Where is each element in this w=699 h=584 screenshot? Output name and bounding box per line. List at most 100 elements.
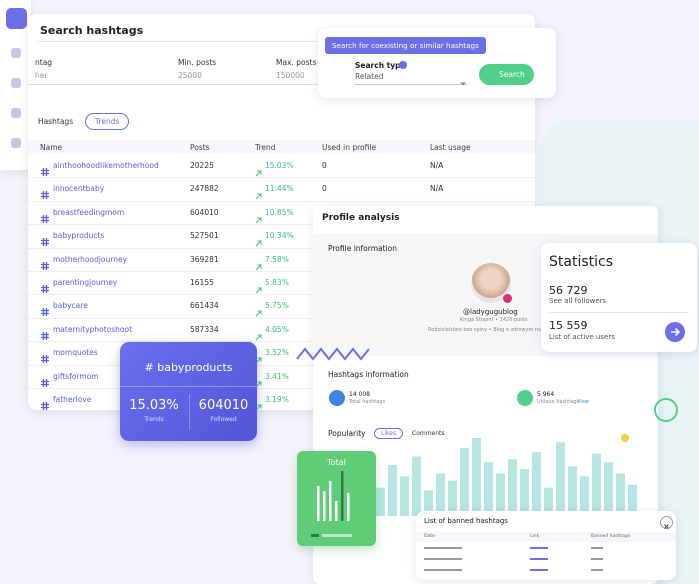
field-underline [28, 84, 318, 85]
hash-mark [41, 301, 49, 317]
followers-label[interactable]: See all followers [549, 297, 607, 305]
hashtag-name[interactable]: maternityphotoshoot [53, 324, 133, 334]
banned-title: List of banned hashtags [424, 517, 508, 525]
blur-link [530, 547, 548, 549]
field-value[interactable]: 150000 [276, 71, 305, 80]
info-dot [399, 61, 407, 69]
profile-handle: @ladygugublog [463, 308, 518, 316]
total-value: 14 008 [349, 391, 370, 398]
followers-value: 56 729 [549, 284, 588, 297]
cell: 604010 [190, 207, 219, 217]
total-card: Total [297, 451, 376, 546]
arrow-up [255, 310, 262, 317]
table-bg [28, 140, 535, 154]
banned-header-bg [416, 532, 676, 542]
nav-icon[interactable] [11, 108, 21, 118]
hash-mark [41, 278, 49, 293]
cell: N/A [430, 161, 444, 170]
arrow-up [255, 193, 262, 200]
bar [472, 438, 481, 516]
tab[interactable]: Hashtags [38, 117, 74, 126]
hash-mark [41, 348, 49, 364]
field-label: Max. posts [276, 58, 317, 67]
tab-active[interactable]: Trends [85, 113, 130, 130]
arrow-button[interactable] [665, 322, 685, 342]
trend-value: 7.58% [265, 254, 289, 264]
bar [508, 459, 517, 516]
hashtag-name[interactable]: parentingjourney [53, 278, 118, 287]
trend-value: 15.03% [265, 161, 294, 170]
cell: 0 [322, 161, 327, 170]
hash-glyph [41, 214, 49, 223]
active-label[interactable]: List of active users [549, 333, 615, 341]
deco-bar [335, 501, 338, 521]
hashtag-name[interactable]: motherhoodjourney [53, 254, 128, 264]
card-title: # babyproducts [144, 361, 233, 374]
deco-legend [311, 534, 319, 537]
card-trend: 15.03% [129, 398, 179, 413]
hash-mark [41, 395, 49, 410]
trend-arrow [255, 326, 262, 341]
hashtag-name[interactable]: momquotes [53, 348, 98, 358]
bar [388, 464, 397, 516]
search-button[interactable]: Search [479, 64, 534, 85]
row-divider [28, 247, 535, 249]
close-button[interactable] [660, 516, 673, 529]
total-title: Total [327, 458, 346, 467]
arrow-up [255, 287, 262, 294]
pill-active[interactable]: Likes [374, 428, 404, 439]
arrow-up [255, 170, 262, 177]
unique-icon [517, 390, 533, 406]
popularity-chart [376, 438, 637, 516]
banned-header: Link [530, 534, 540, 539]
hashtag-name[interactable]: innocentbaby [53, 184, 105, 194]
hash-glyph [41, 331, 49, 340]
blur-text [424, 547, 462, 549]
hashtag-name[interactable]: fatherlove [53, 395, 92, 404]
hash-glyph [41, 378, 49, 387]
nav-icon[interactable] [11, 78, 21, 88]
deco-bar [317, 486, 320, 521]
home-icon[interactable] [6, 8, 27, 29]
hashtag-name[interactable]: giftsformom [53, 371, 99, 381]
pill[interactable]: Comments [412, 430, 445, 437]
cell: 587334 [190, 324, 219, 334]
deco-bar [329, 481, 332, 521]
hashtags-title: Hashtags information [328, 370, 409, 379]
field-label: Min. posts [178, 58, 217, 67]
trend-arrow [255, 162, 262, 177]
deco-bar [323, 491, 326, 521]
trend-value: 3.19% [265, 395, 289, 404]
view-link[interactable]: View [577, 399, 589, 405]
field-label: ntag [35, 58, 53, 67]
hashtag-name[interactable]: ainthoohoodlikemotherhood [53, 161, 159, 170]
arrow-up [255, 240, 262, 247]
type-value[interactable]: Related [355, 72, 384, 81]
cell: 20225 [190, 161, 214, 170]
nav-icon[interactable] [11, 138, 21, 148]
field-value[interactable]: her [35, 71, 48, 80]
hash-mark [41, 161, 49, 176]
select-underline [355, 84, 468, 85]
nav-icon[interactable] [11, 48, 21, 58]
card-followed: 604010 [198, 398, 249, 413]
total-label: Total hashtags [349, 399, 386, 405]
cell: 527501 [190, 231, 219, 241]
hash-mark [41, 208, 49, 223]
bar [376, 487, 385, 516]
row-divider [28, 317, 535, 319]
hashtag-name[interactable]: breastfeedingmom [53, 207, 125, 217]
table-header: Name [40, 143, 63, 152]
cell: 16155 [190, 278, 214, 287]
arrow-right [671, 327, 681, 337]
bar [544, 487, 553, 516]
field-value[interactable]: 25000 [178, 71, 202, 80]
profile-sub: Kinga Stopint • 1426 posts [460, 317, 528, 323]
deco-legend-text [322, 534, 352, 537]
bar [568, 466, 577, 516]
bar [580, 476, 589, 516]
zigzag [296, 347, 370, 361]
hashtag-name[interactable]: babycare [53, 301, 88, 311]
zigzag-line [296, 347, 370, 361]
hashtag-name[interactable]: babyproducts [53, 231, 105, 241]
